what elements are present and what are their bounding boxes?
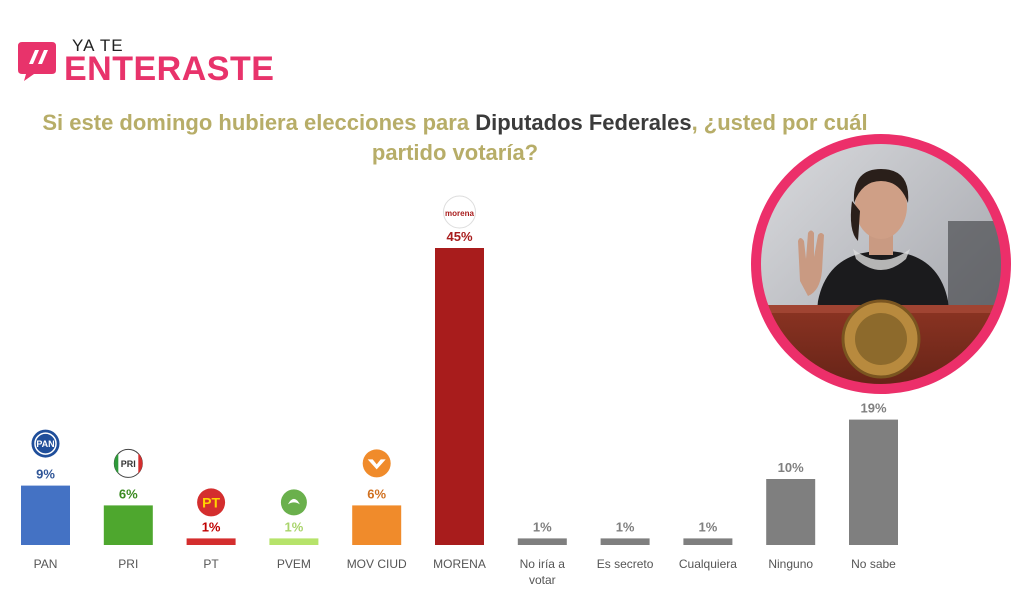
title-part-1: Si este domingo hubiera elecciones para: [42, 110, 476, 135]
category-label-pvem: PVEM: [277, 557, 311, 571]
bar-pt: [186, 538, 236, 545]
bar-morena: [435, 248, 484, 545]
bar-ninguno: [766, 479, 816, 545]
party-logo-pan: PAN: [31, 429, 60, 458]
category-label-pt: PT: [203, 557, 219, 571]
bar-no-sabe: [849, 419, 898, 545]
bar-mov-ciud: [352, 505, 402, 545]
speaker-photo: [751, 134, 1011, 394]
category-label-pan: PAN: [34, 557, 58, 571]
category-label-pri: PRI: [118, 557, 138, 571]
category-label-cualquiera: Cualquiera: [679, 557, 737, 571]
brand-logo: YA TE ENTERASTE: [16, 34, 276, 90]
bar-pvem: [269, 538, 319, 545]
title-part-2: , ¿usted por cuál partido votaría?: [371, 110, 868, 165]
brand-top-text: YA TE: [72, 36, 124, 55]
value-label-mov-ciud: 6%: [367, 486, 386, 501]
brand-bottom-text: ENTERASTE: [64, 50, 275, 88]
value-label-no-ir-a-a-votar: 1%: [533, 519, 552, 534]
svg-text:PRI: PRI: [121, 459, 136, 469]
category-label-morena: MORENA: [433, 557, 486, 571]
bar-pri: [103, 505, 153, 545]
category-label-no-sabe: No sabe: [851, 557, 896, 571]
brand-logo-icon: [18, 42, 56, 81]
value-label-morena: 45%: [446, 229, 472, 244]
party-logo-pri: PRI: [113, 448, 143, 478]
value-label-pvem: 1%: [285, 519, 304, 534]
svg-text:PT: PT: [202, 494, 220, 510]
party-logo-pvem: [280, 489, 307, 516]
party-logo-mov-ciud: [362, 449, 391, 478]
value-label-ninguno: 10%: [778, 460, 804, 475]
value-label-cualquiera: 1%: [699, 519, 718, 534]
chart-title: Si este domingo hubiera elecciones para …: [20, 108, 890, 168]
value-label-pt: 1%: [202, 519, 221, 534]
category-label-no-ir-a-a-votar-line2: votar: [529, 573, 556, 587]
svg-text:PAN: PAN: [36, 439, 54, 449]
title-highlight: Diputados Federales: [475, 110, 692, 135]
bar-cualquiera: [683, 538, 733, 545]
category-label-mov-ciud: MOV CIUD: [347, 557, 407, 571]
value-label-no-sabe: 19%: [860, 401, 886, 416]
party-logo-pt: PT: [197, 488, 226, 517]
svg-text:morena: morena: [445, 209, 474, 218]
category-label-no-ir-a-a-votar: No iría a: [520, 557, 566, 571]
bar-es-secreto: [600, 538, 650, 545]
party-logo-morena: morena: [443, 195, 476, 229]
value-label-es-secreto: 1%: [616, 519, 635, 534]
bar-pan: [21, 485, 70, 545]
category-label-ninguno: Ninguno: [768, 557, 813, 571]
value-label-pan: 9%: [36, 467, 55, 482]
value-label-pri: 6%: [119, 486, 138, 501]
bar-no-ir-a-a-votar: [517, 538, 567, 545]
category-label-es-secreto: Es secreto: [597, 557, 654, 571]
